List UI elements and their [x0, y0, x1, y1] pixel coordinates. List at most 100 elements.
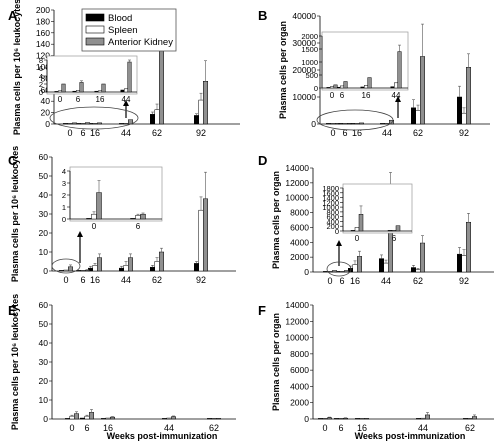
legend-label-spleen: Spleen: [108, 25, 138, 36]
panel-e-bar-spleen: [211, 418, 217, 420]
panel-f-bar-anterior-kidney: [425, 414, 430, 420]
panel-d-bar-anterior-kidney: [466, 221, 471, 273]
panel-d-y-tick-label: 10000: [285, 193, 309, 203]
panel-f-bar-anterior-kidney: [327, 417, 332, 420]
panel-a-y-tick-label: 200: [36, 5, 50, 15]
panel-e-label: E: [8, 303, 17, 318]
panel-a-bar-anterior-kidney: [159, 39, 164, 125]
panel-a-inset-bar-anterior-kidney: [101, 83, 106, 93]
panel-c-inset-y-tick-label: 1: [62, 203, 66, 212]
panel-b-bar-spleen: [354, 123, 360, 125]
panel-b-bar-anterior-kidney: [466, 67, 471, 125]
panel-b-y-tick-label: 10000: [292, 92, 316, 102]
panel-c-arrow-head: [77, 231, 83, 237]
panel-b-inset-bar-spleen: [330, 86, 334, 89]
panel-d-bar-anterior-kidney: [344, 270, 349, 273]
panel-f-bar-blood: [355, 418, 360, 420]
panel-f-y-axis-title: Plasma cells per organ: [271, 313, 281, 411]
panel-b-bar-anterior-kidney: [347, 123, 352, 125]
panel-a-y-tick-label: 140: [36, 39, 50, 49]
panel-d-inset-x-tick-label: 0: [355, 234, 360, 243]
panel-d-bar-spleen: [339, 271, 345, 273]
panel-d-inset-frame: [342, 183, 413, 234]
panel-e-bar-spleen: [69, 415, 75, 420]
panel-d-inset-bar-anterior-kidney: [395, 225, 401, 232]
panel-c-y-tick-label: 40: [39, 190, 49, 200]
panel-c-x-tick-label: 0: [63, 275, 68, 285]
panel-f-bar-anterior-kidney: [343, 417, 348, 420]
panel-d-y-tick-label: 2000: [290, 252, 309, 262]
panel-d-bar-anterior-kidney: [357, 256, 362, 273]
panel-b-inset-x-tick-label: 44: [392, 91, 401, 100]
panel-d-inset-y-tick-label: 1600: [322, 189, 339, 198]
panel-a-inset-y-tick-label: 6: [39, 64, 43, 73]
panel-d-bar-spleen: [383, 262, 389, 273]
panel-c-bar-anterior-kidney: [85, 269, 90, 272]
panel-a-x-tick-label: 0: [67, 128, 72, 138]
panel-b-highlight-ellipse: [316, 109, 394, 131]
panel-b-y-tick-label: 0: [311, 119, 316, 129]
panel-a-bar-spleen: [198, 99, 204, 125]
panel-c-inset-bar-blood: [86, 218, 92, 220]
panel-c-y-tick-label: 50: [39, 171, 49, 181]
panel-b-inset-bar-blood: [390, 86, 395, 89]
panel-a-highlight-ellipse: [49, 106, 139, 130]
legend-swatch-blood: [85, 13, 105, 22]
panel-d-bar-anterior-kidney: [420, 242, 425, 273]
panel-f-bar-blood: [463, 418, 468, 420]
panel-e-bar-blood: [65, 418, 70, 420]
panel-c-inset-bar-spleen: [91, 213, 97, 220]
panel-e-y-tick-label: 50: [39, 319, 49, 329]
panel-d-x-tick-label: 6: [339, 276, 344, 286]
panel-b-inset-bar-spleen: [394, 82, 398, 89]
panel-a-inset-x-tick-label: 6: [76, 95, 81, 104]
panel-a-inset-bar-spleen: [98, 90, 102, 93]
panel-f-bar-anterior-kidney: [364, 418, 369, 420]
panel-c-inset-x-tick-label: 6: [136, 222, 141, 231]
panel-b-inset-bar-anterior-kidney: [367, 77, 372, 89]
panel-d-y-axis-title: Plasma cells per organ: [271, 171, 281, 269]
panel-f-y-tick-label: 12000: [285, 316, 309, 326]
panel-b-inset-x-tick-label: 6: [340, 91, 345, 100]
panel-d-bar-spleen: [461, 255, 467, 273]
panel-b-inset-bar-blood: [360, 86, 365, 89]
panel-e-bar-blood: [101, 418, 106, 420]
panel-d-inset-y-tick-label: 1200: [322, 198, 339, 207]
panel-a-y-tick-label: 20: [41, 108, 51, 118]
legend-swatch-anterior-kidney: [85, 37, 105, 46]
panel-b-bar-anterior-kidney: [359, 122, 364, 125]
panel-e-x-tick-label: 6: [84, 423, 89, 433]
panel-d-inset-y-tick-label: 1000: [322, 203, 339, 212]
legend-swatch-spleen: [85, 25, 105, 34]
panel-e-y-tick-label: 60: [39, 300, 49, 310]
panel-a-y-tick-label: 80: [41, 73, 51, 83]
panel-f-bar-blood: [416, 418, 421, 420]
panel-e-y-tick-label: 0: [43, 414, 48, 424]
panel-a-bar-blood: [119, 123, 124, 125]
panel-f-label: F: [258, 303, 266, 318]
panel-d-x-tick-label: 0: [327, 276, 332, 286]
panel-e-y-tick-label: 30: [39, 357, 49, 367]
panel-d-inset-y-tick-label: 600: [326, 213, 339, 222]
panel-b-y-tick-label: 40000: [292, 11, 316, 21]
panel-a-inset-bar-spleen: [58, 90, 62, 93]
panel-d-bar-blood: [323, 271, 328, 273]
panel-a-inset-frame: [46, 55, 138, 95]
panel-a-bar-anterior-kidney: [72, 122, 77, 125]
panel-a-inset-y-tick-label: 4: [39, 72, 43, 81]
panel-b-inset-x-tick-label: 0: [330, 91, 335, 100]
panel-b-inset-y-tick-label: 0: [314, 84, 318, 93]
panel-d-inset-y-tick-label: 800: [326, 208, 339, 217]
panel-f-y-tick-label: 0: [304, 414, 309, 424]
panel-d-bar-blood: [457, 253, 462, 273]
panel-b-inset-frame: [321, 31, 409, 91]
panel-b-inset-y-tick-label: 1500: [301, 45, 318, 54]
panel-c-x-tick-label: 62: [152, 275, 162, 285]
legend: Blood Spleen Anterior Kidney: [81, 8, 177, 52]
panel-d-label: D: [258, 153, 267, 168]
panel-d-inset-bar-blood: [350, 230, 356, 232]
panel-d-inset-x-tick-label: 6: [392, 234, 397, 243]
